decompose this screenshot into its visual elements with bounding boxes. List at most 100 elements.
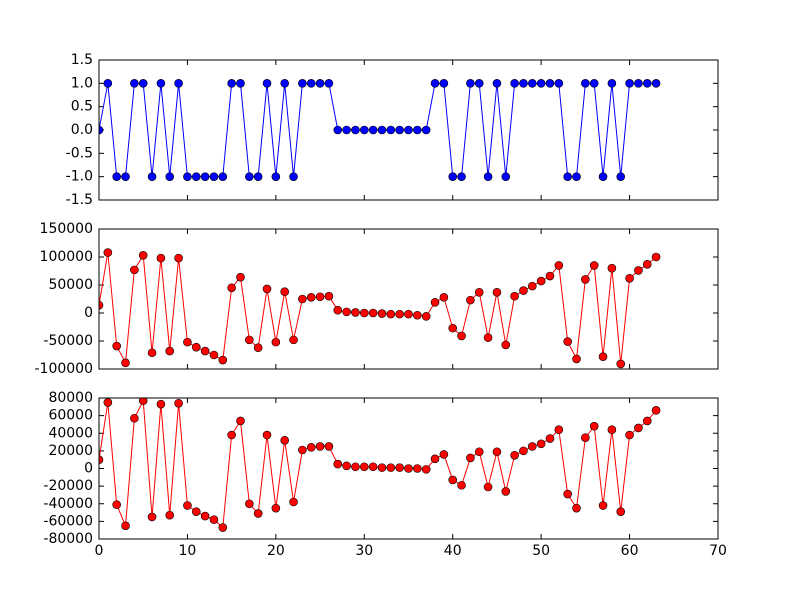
data-point — [483, 172, 493, 181]
data-point — [404, 464, 413, 473]
data-point — [289, 335, 298, 345]
y-tick-label: -80000 — [43, 531, 93, 547]
y-tick-label: -0.5 — [66, 145, 93, 161]
data-point — [563, 172, 572, 181]
y-tick-label: 0.0 — [71, 122, 93, 138]
data-point — [492, 287, 502, 297]
data-point — [218, 172, 228, 181]
data-point — [527, 442, 537, 451]
data-point — [598, 172, 608, 181]
data-point — [607, 79, 617, 88]
data-point — [218, 523, 228, 532]
data-point — [554, 425, 564, 435]
data-point — [306, 79, 316, 88]
data-point — [510, 79, 519, 88]
data-point — [519, 446, 528, 456]
data-point — [572, 503, 581, 513]
axes-frame — [98, 59, 719, 201]
data-point — [581, 433, 590, 442]
data-point — [236, 79, 245, 88]
data-point — [625, 273, 634, 283]
y-tick-label: -100000 — [35, 361, 94, 377]
data-point — [138, 251, 148, 260]
data-point — [413, 125, 422, 135]
data-point — [324, 442, 334, 451]
data-point — [315, 292, 325, 302]
x-tick-label: 10 — [179, 543, 197, 559]
data-point — [377, 309, 387, 318]
y-tick-label: -60000 — [43, 513, 93, 529]
data-point — [209, 350, 219, 360]
axes: -1.5 -1.0 -0.5 0.0 0.5 1.0 1.5 — [66, 52, 719, 208]
data-point — [572, 172, 581, 181]
data-point — [439, 293, 449, 302]
data-point — [430, 79, 440, 88]
data-point — [103, 398, 113, 407]
data-point — [466, 453, 475, 463]
y-tick-label: 20000 — [48, 443, 93, 459]
data-point — [483, 333, 493, 342]
y-tick-label: 80000 — [48, 390, 93, 406]
data-point — [121, 172, 130, 181]
data-point — [191, 507, 201, 516]
data-point — [607, 263, 617, 273]
data-point — [280, 287, 290, 297]
y-tick-label: -50000 — [43, 333, 93, 349]
data-point — [457, 172, 466, 181]
data-point — [492, 447, 502, 457]
data-point — [138, 79, 148, 88]
data-point — [209, 515, 219, 524]
data-line — [99, 82, 657, 178]
data-point — [200, 172, 210, 181]
data-point — [130, 265, 139, 275]
data-point — [545, 79, 555, 88]
data-point — [306, 293, 316, 302]
data-point — [536, 439, 546, 449]
data-point — [245, 335, 254, 345]
x-tick-label: 30 — [355, 543, 373, 559]
y-tick-label: 100000 — [40, 249, 93, 265]
data-point — [174, 253, 183, 263]
data-point — [183, 501, 192, 510]
data-point — [510, 291, 519, 301]
data-point — [112, 172, 121, 181]
data-line — [99, 398, 657, 529]
data-point — [368, 308, 378, 318]
y-tick-label: -40000 — [43, 496, 93, 512]
data-point — [377, 125, 387, 135]
data-point — [395, 463, 404, 472]
data-point — [262, 79, 272, 88]
data-point — [607, 425, 617, 435]
y-tick-label: 50000 — [48, 277, 93, 293]
data-point — [271, 503, 281, 513]
data-point — [466, 295, 475, 305]
data-point — [368, 125, 378, 135]
data-point — [165, 172, 175, 181]
data-point — [112, 500, 121, 509]
data-point — [386, 309, 396, 319]
data-point — [351, 462, 360, 472]
data-point — [377, 463, 387, 472]
y-tick-label: 0 — [84, 305, 93, 321]
data-point — [298, 79, 307, 88]
data-point — [536, 79, 546, 88]
data-point — [271, 337, 281, 347]
data-point — [457, 480, 466, 490]
data-point — [359, 125, 369, 135]
y-tick-label: 0.5 — [71, 99, 93, 115]
data-point — [218, 355, 228, 365]
data-point — [342, 125, 351, 135]
data-point — [448, 323, 458, 333]
data-point — [598, 352, 608, 361]
y-tick-label: 40000 — [48, 425, 93, 441]
data-point — [342, 461, 351, 471]
data-point — [448, 475, 458, 485]
data-point — [616, 359, 626, 369]
data-point — [99, 455, 104, 464]
data-point — [324, 79, 334, 88]
data-point — [324, 291, 334, 301]
data-point — [236, 272, 245, 282]
data-point — [395, 309, 404, 319]
